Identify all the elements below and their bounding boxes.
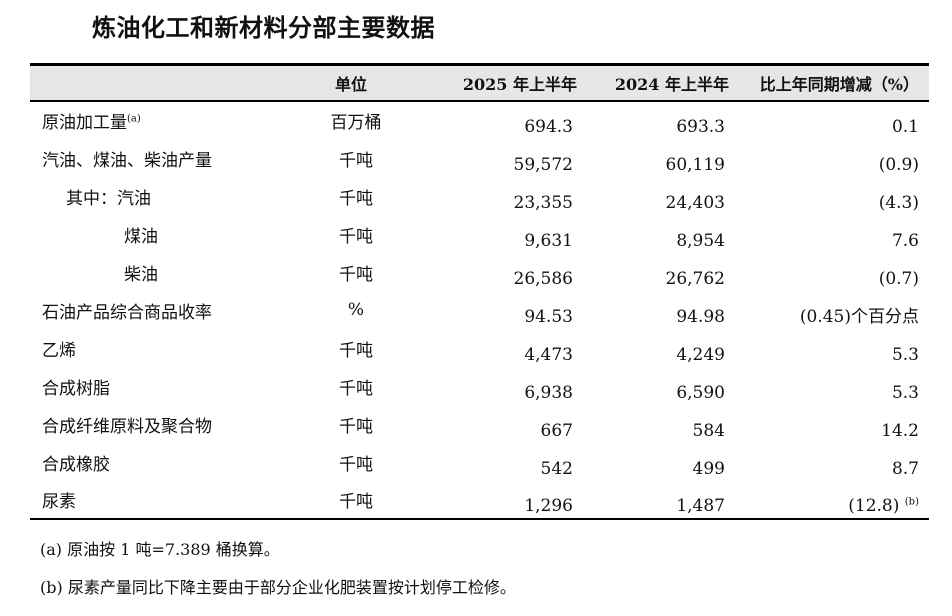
row-item: 煤油 [124,226,158,247]
row-2024-value: 4,249 [676,345,725,365]
row-2024-value: 584 [692,421,725,441]
row-change-value: (0.7) [878,269,919,289]
row-2024-value: 693.3 [676,117,725,137]
row-unit: 千吨 [339,416,373,437]
row-item: 尿素 [30,481,305,520]
table-row: 乙烯 千吨 4,473 4,249 5.3 [30,329,929,367]
table-row: 煤油 千吨 9,631 8,954 7.6 [30,215,929,253]
row-2025-value: 6,938 [524,383,573,403]
row-2025-value: 94.53 [524,307,573,327]
row-2025-value: 4,473 [524,345,573,365]
table-row: 原油加工量(a) 百万桶 694.3 693.3 0.1 [30,101,929,139]
page-title: 炼油化工和新材料分部主要数据 [92,14,435,42]
row-2025-value: 667 [540,421,573,441]
row-change-value: (0.45)个百分点 [799,307,919,327]
row-2024-value: 60,119 [665,155,725,175]
table-header-row: 单位 2025 年上半年 2024 年上半年 比上年同期增减（%） [30,63,929,102]
row-2024-value: 6,590 [676,383,725,403]
row-2024-value: 1,487 [587,481,739,520]
table-row: 汽油、煤油、柴油产量 千吨 59,572 60,119 (0.9) [30,139,929,177]
row-2024-value: 94.98 [676,307,725,327]
footnote-a: (a) 原油按 1 吨=7.389 桶换算。 [40,540,280,559]
row-change-value: (0.9) [878,155,919,175]
row-change-value: (4.3) [878,193,919,213]
row-unit: 千吨 [339,264,373,285]
row-item: 乙烯 [42,340,76,361]
row-item: 原油加工量(a) [42,113,141,133]
row-item: 柴油 [124,264,158,285]
row-2024-value: 24,403 [665,193,725,213]
header-unit: 单位 [305,63,407,102]
row-2025-value: 23,355 [513,193,573,213]
row-2025-value: 9,631 [524,231,573,251]
row-item: 合成橡胶 [42,454,110,475]
table-row: 柴油 千吨 26,586 26,762 (0.7) [30,253,929,291]
table-row: 合成树脂 千吨 6,938 6,590 5.3 [30,367,929,405]
row-unit: 千吨 [339,378,373,399]
row-2025-value: 26,586 [513,269,573,289]
row-change-value: 5.3 [891,345,919,365]
footnote-marker: (a) [127,113,141,125]
footnotes: (a) 原油按 1 吨=7.389 桶换算。 (b) 尿素产量同比下降主要由于部… [40,540,516,616]
row-change-value: 0.1 [891,117,919,137]
footnote-marker: (b) [904,496,919,508]
row-2024-value: 8,954 [676,231,725,251]
row-unit: 千吨 [339,340,373,361]
row-2024-value: 499 [692,459,725,479]
header-change: 比上年同期增减（%） [739,63,929,102]
table-row: 其中：汽油 千吨 23,355 24,403 (4.3) [30,177,929,215]
row-item: 石油产品综合商品收率 [42,302,212,323]
row-change-value: (12.8) (b) [739,481,929,520]
row-2025-value: 694.3 [524,117,573,137]
table-row: 合成橡胶 千吨 542 499 8.7 [30,443,929,481]
header-2025-h1: 2025 年上半年 [407,63,587,102]
row-unit: % [347,300,365,320]
row-item: 合成树脂 [42,378,110,399]
row-unit: 百万桶 [330,113,382,133]
row-item: 汽油、煤油、柴油产量 [42,150,212,171]
header-2024-h1: 2024 年上半年 [587,63,739,102]
row-2024-value: 26,762 [665,269,725,289]
row-2025-value: 542 [540,459,573,479]
row-unit: 千吨 [339,226,373,247]
data-table: 单位 2025 年上半年 2024 年上半年 比上年同期增减（%） 原油加工量(… [30,63,929,520]
table-row: 尿素 千吨 1,296 1,487 (12.8) (b) [30,481,929,520]
row-change-value: 8.7 [891,459,919,479]
row-change-value: 14.2 [881,421,919,441]
row-item: 合成纤维原料及聚合物 [42,416,212,437]
row-change-value: 7.6 [891,231,919,251]
row-item: 其中：汽油 [66,188,151,209]
table-row: 石油产品综合商品收率 % 94.53 94.98 (0.45)个百分点 [30,291,929,329]
row-2025-value: 59,572 [513,155,573,175]
footnote-b: (b) 尿素产量同比下降主要由于部分企业化肥装置按计划停工检修。 [40,578,516,597]
header-item [30,63,305,102]
row-unit: 千吨 [339,150,373,171]
row-unit: 千吨 [339,188,373,209]
row-unit: 千吨 [305,481,407,520]
row-change-value: 5.3 [891,383,919,403]
table-row: 合成纤维原料及聚合物 千吨 667 584 14.2 [30,405,929,443]
row-2025-value: 1,296 [407,481,587,520]
row-unit: 千吨 [339,454,373,475]
